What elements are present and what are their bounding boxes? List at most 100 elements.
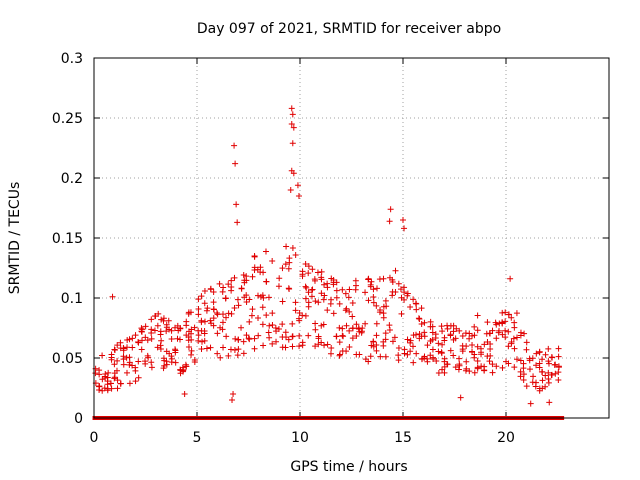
data-point	[187, 309, 194, 316]
data-point	[99, 376, 106, 383]
data-point	[489, 327, 496, 334]
data-point	[108, 356, 115, 363]
data-point	[123, 369, 130, 376]
data-point	[505, 328, 512, 335]
data-point	[439, 328, 446, 335]
data-point	[548, 371, 555, 378]
data-point	[198, 345, 205, 352]
data-point	[523, 346, 530, 353]
data-point	[517, 373, 524, 380]
data-point	[336, 300, 343, 307]
data-point	[240, 338, 247, 345]
data-point	[111, 361, 118, 368]
data-point	[289, 245, 296, 252]
data-point	[203, 345, 210, 352]
x-tick-label: 10	[291, 430, 309, 446]
data-point	[382, 330, 389, 337]
data-point	[238, 285, 245, 292]
data-point	[486, 358, 493, 365]
data-point	[552, 361, 559, 368]
data-point	[165, 317, 172, 324]
data-point	[92, 370, 99, 377]
data-point	[438, 350, 445, 357]
data-point	[259, 321, 266, 328]
data-point	[126, 336, 133, 343]
data-point	[397, 286, 404, 293]
data-point	[117, 380, 124, 387]
data-point	[219, 326, 226, 333]
data-point	[288, 105, 295, 112]
y-tick-label: 0.05	[52, 351, 83, 367]
data-point	[433, 358, 440, 365]
data-point	[435, 370, 442, 377]
data-point	[96, 383, 103, 390]
chart-title: Day 097 of 2021, SRMTID for receiver abp…	[197, 21, 501, 37]
data-point	[228, 284, 235, 291]
data-point	[255, 315, 262, 322]
data-point	[452, 364, 459, 371]
data-point	[380, 275, 387, 282]
data-point	[343, 348, 350, 355]
data-point	[243, 299, 250, 306]
data-point	[321, 281, 328, 288]
data-point	[328, 344, 335, 351]
data-point	[358, 328, 365, 335]
data-point	[309, 266, 316, 273]
data-point	[342, 307, 349, 314]
data-point	[172, 349, 179, 356]
data-point	[439, 366, 446, 373]
data-point	[269, 258, 276, 265]
data-point	[302, 295, 309, 302]
data-point	[333, 333, 340, 340]
data-point	[266, 334, 273, 341]
data-point	[510, 335, 517, 342]
data-point	[542, 372, 549, 379]
data-point	[126, 354, 133, 361]
data-point	[201, 330, 208, 337]
data-point	[456, 327, 463, 334]
data-point	[145, 354, 152, 361]
data-point	[299, 339, 306, 346]
data-point	[296, 332, 303, 339]
data-point	[210, 299, 217, 306]
data-point	[195, 296, 202, 303]
data-point	[296, 343, 303, 350]
tick-layer: 0 0.05 0.1 0.15 0.2 0.25 0.3 0 5 10 15 20	[52, 51, 609, 446]
data-point	[410, 359, 417, 366]
data-point	[466, 335, 473, 342]
data-point	[285, 265, 292, 272]
data-point	[521, 330, 528, 337]
data-point	[400, 217, 406, 223]
data-point	[289, 333, 296, 340]
data-point	[320, 296, 327, 303]
data-point	[248, 312, 255, 319]
data-point	[154, 322, 161, 329]
data-point	[201, 318, 208, 325]
data-point	[308, 286, 315, 293]
data-point	[447, 332, 454, 339]
data-point	[188, 326, 195, 333]
data-point	[343, 322, 350, 329]
data-point	[266, 322, 273, 329]
data-point	[328, 296, 335, 303]
data-point	[107, 380, 114, 387]
data-point	[109, 293, 116, 300]
data-point	[404, 290, 411, 297]
data-point	[342, 290, 349, 297]
data-point	[195, 306, 202, 313]
data-point	[493, 363, 500, 370]
data-point	[370, 299, 377, 306]
data-point	[290, 170, 297, 177]
data-point	[459, 333, 466, 340]
data-point	[469, 341, 476, 348]
data-point	[365, 358, 372, 365]
data-point	[144, 337, 151, 344]
data-point	[283, 243, 290, 250]
data-point	[285, 285, 292, 292]
data-point	[511, 364, 518, 371]
data-point	[502, 334, 509, 341]
data-point	[499, 331, 506, 338]
data-point	[251, 335, 258, 342]
data-point	[555, 376, 562, 383]
data-point	[343, 305, 350, 312]
